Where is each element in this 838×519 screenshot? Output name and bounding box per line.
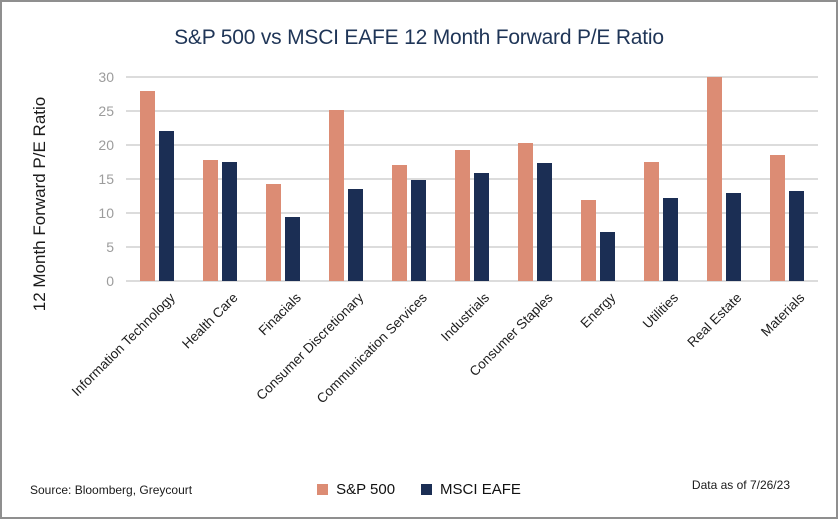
bar-group-information-technology [126,77,189,281]
bar-group-real-estate [692,77,755,281]
gridline-0 [126,280,818,282]
y-tick-label-10: 10 [98,205,114,221]
x-axis-label-consumer-discretionary: Consumer Discretionary [253,290,367,403]
bar-s-p-500-finacials [266,184,282,281]
x-axis-label-utilities: Utilities [639,290,682,332]
bar-s-p-500-materials [769,155,785,281]
msci-eafe-legend-label: MSCI EAFE [440,481,521,498]
y-tick-label-20: 20 [98,137,114,153]
bar-s-p-500-consumer-staples [517,142,533,281]
y-tick-label-15: 15 [98,171,114,187]
sp500-legend-swatch [317,484,329,495]
x-axis-label-health-care: Health Care [179,290,241,352]
bar-msci-eafe-industrials [473,172,489,281]
x-axis-label-energy: Energy [577,290,619,331]
bar-msci-eafe-health-care [222,162,238,281]
bar-s-p-500-information-technology [140,90,156,281]
plot-area [126,76,818,282]
bar-series-container [126,77,818,281]
legend-item-msci-eafe: MSCI EAFE [421,481,521,498]
bar-s-p-500-energy [580,200,596,281]
bar-s-p-500-real-estate [706,77,722,281]
msci-eafe-legend-swatch [421,484,433,495]
bar-msci-eafe-utilities [662,198,678,281]
x-axis-label-information-technology: Information Technology [68,290,179,400]
x-axis-label-finacials: Finacials [255,290,304,339]
x-axis-label-communication-services: Communication Services [313,290,430,407]
bar-msci-eafe-consumer-discretionary [348,188,364,281]
gridline-15 [126,178,818,180]
x-axis-label-industrials: Industrials [438,290,493,345]
gridline-5 [126,246,818,248]
bar-msci-eafe-materials [788,191,804,281]
source-note: Source: Bloomberg, Greycourt [30,483,193,497]
bar-s-p-500-consumer-discretionary [329,109,345,281]
sp500-legend-label: S&P 500 [336,481,396,498]
y-axis-tick-labels: 0 5 10 15 20 25 30 [2,69,114,289]
bar-msci-eafe-information-technology [159,130,175,281]
bar-group-consumer-staples [503,77,566,281]
bar-group-materials [755,77,818,281]
chart-title: S&P 500 vs MSCI EAFE 12 Month Forward P/… [174,26,664,49]
bar-group-utilities [629,77,692,281]
x-axis-label-real-estate: Real Estate [684,290,745,350]
bar-msci-eafe-consumer-staples [536,162,552,281]
x-axis-label-materials: Materials [757,290,808,340]
data-as-of-note: Data as of 7/26/23 [691,478,790,492]
y-tick-label-5: 5 [106,239,114,255]
bar-msci-eafe-real-estate [725,192,741,281]
bar-group-finacials [252,77,315,281]
gridline-30 [126,76,818,78]
y-tick-label-25: 25 [98,103,114,119]
bar-group-industrials [441,77,504,281]
bar-group-consumer-discretionary [315,77,378,281]
chart-legend: S&P 500 MSCI EAFE [2,481,836,498]
bar-s-p-500-industrials [454,150,470,281]
bar-group-communication-services [378,77,441,281]
y-tick-label-0: 0 [106,273,114,289]
bar-s-p-500-health-care [203,159,219,281]
bar-s-p-500-utilities [643,162,659,281]
bar-msci-eafe-finacials [285,217,301,281]
bar-msci-eafe-communication-services [411,180,427,281]
bar-msci-eafe-energy [599,232,615,281]
gridline-25 [126,110,818,112]
y-tick-label-30: 30 [98,69,114,85]
gridline-10 [126,212,818,214]
bar-group-energy [566,77,629,281]
legend-item-sp500: S&P 500 [317,481,395,498]
gridline-20 [126,144,818,146]
bar-group-health-care [189,77,252,281]
x-axis-category-labels: Information Technology Health Care Finacia… [69,284,818,459]
bar-s-p-500-communication-services [392,164,408,281]
